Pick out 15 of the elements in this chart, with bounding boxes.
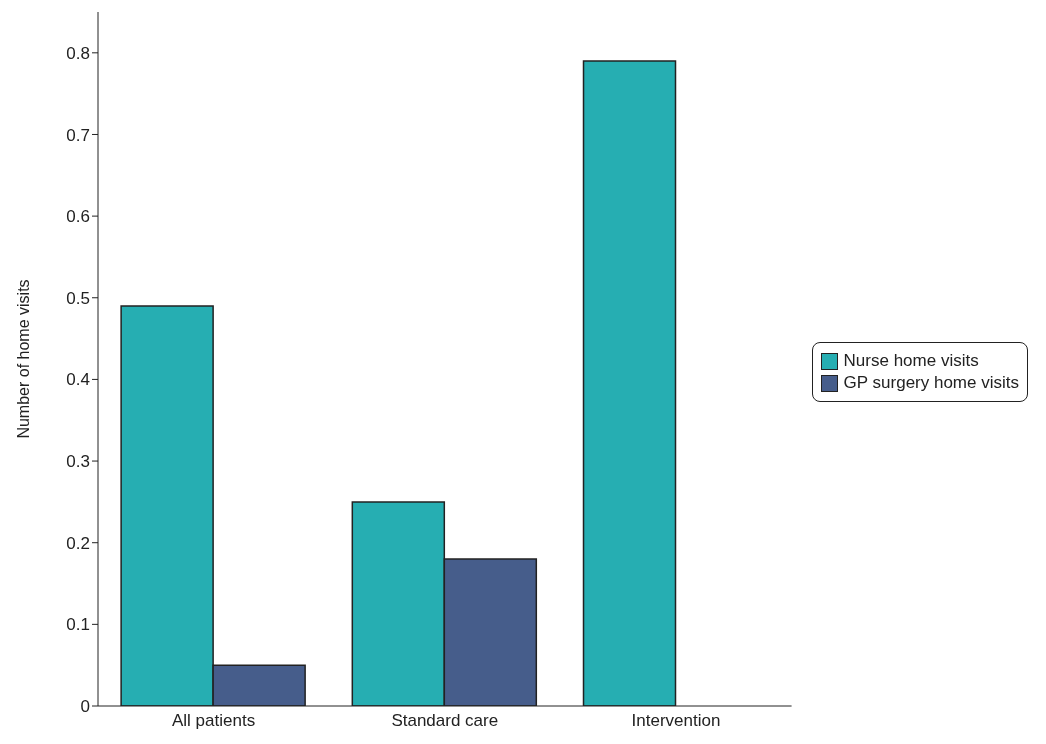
y-tick-label: 0.5	[66, 288, 90, 308]
x-tick-label: All patients	[172, 711, 256, 731]
legend-label: GP surgery home visits	[843, 373, 1019, 393]
x-tick-label: Intervention	[631, 711, 721, 731]
y-tick-label: 0.6	[66, 207, 90, 227]
y-tick-label: 0.4	[66, 370, 90, 390]
y-tick-label: 0.3	[66, 452, 90, 472]
y-axis-title: Number of home visits	[14, 279, 32, 439]
y-tick-label: 0.8	[66, 43, 90, 63]
y-tick-label: 0.2	[66, 533, 90, 553]
y-tick-label: 0.7	[66, 125, 90, 145]
y-tick-label: 0.1	[66, 615, 90, 635]
x-tick-label: Standard care	[391, 711, 499, 731]
y-tick-label: 0	[80, 697, 90, 717]
legend-label: Nurse home visits	[843, 351, 979, 371]
